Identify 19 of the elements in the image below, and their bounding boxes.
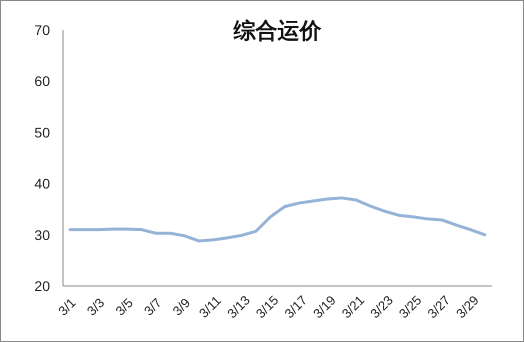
x-tick-label: 3/21 <box>338 292 368 322</box>
x-tick-label: 3/11 <box>196 292 224 321</box>
y-tick-label: 40 <box>34 176 50 192</box>
x-tick-label: 3/23 <box>367 292 396 322</box>
y-tick-label: 50 <box>34 124 50 140</box>
line-series <box>68 196 486 242</box>
x-tick-label: 3/5 <box>112 295 136 319</box>
y-tick-label: 20 <box>34 278 50 294</box>
chart-title: 综合运价 <box>232 18 322 43</box>
x-tick-label: 3/1 <box>55 295 79 319</box>
x-tick-label: 3/3 <box>84 295 108 319</box>
x-tick-label: 3/13 <box>224 292 253 322</box>
x-tick-label: 3/19 <box>310 292 339 322</box>
x-tick-label: 3/7 <box>141 295 164 319</box>
x-tick-label: 3/9 <box>170 295 194 319</box>
y-tick-label: 70 <box>34 22 50 38</box>
x-tick-label: 3/29 <box>453 292 482 322</box>
y-tick-label: 60 <box>34 73 50 90</box>
y-tick-label: 30 <box>34 226 50 243</box>
